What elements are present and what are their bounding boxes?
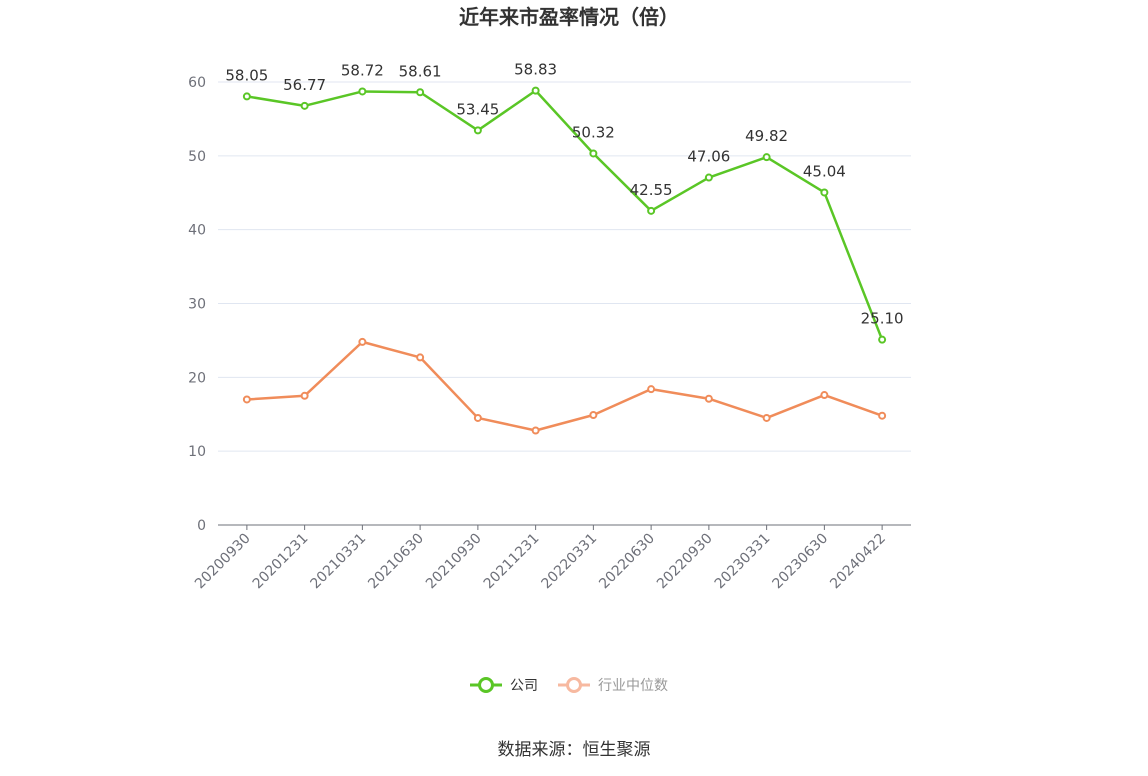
y-tick-label: 0 (197, 518, 206, 534)
y-tick-label: 60 (188, 75, 206, 91)
x-tick-label: 20230630 (769, 531, 831, 593)
data-label: 56.77 (283, 76, 326, 94)
data-point[interactable] (358, 87, 367, 96)
data-point[interactable] (473, 126, 482, 135)
data-label: 49.82 (745, 127, 788, 145)
legend-item-company[interactable]: 公司 (470, 677, 538, 694)
data-point[interactable] (300, 101, 309, 110)
data-labels: 58.05 56.77 58.72 58.61 53.45 58.83 50.32 42.55… (225, 61, 903, 328)
x-tick-label: 20211231 (481, 531, 543, 593)
x-tick-label: 20240422 (827, 531, 889, 593)
y-tick-label: 10 (188, 444, 206, 460)
y-axis: 0 10 20 30 40 50 60 (188, 75, 206, 534)
data-point[interactable] (531, 86, 540, 95)
data-label: 58.83 (514, 61, 557, 79)
x-tick-label: 20220930 (654, 531, 716, 593)
data-point[interactable] (647, 206, 656, 215)
legend-label-industry: 行业中位数 (598, 678, 668, 694)
data-point[interactable] (531, 426, 540, 435)
data-point[interactable] (416, 353, 425, 362)
data-label: 45.04 (803, 162, 846, 180)
data-label: 47.06 (687, 148, 730, 166)
x-tick-label: 20210930 (423, 531, 485, 593)
data-point[interactable] (762, 153, 771, 162)
data-label: 25.10 (861, 310, 904, 328)
data-point[interactable] (647, 385, 656, 394)
data-point[interactable] (242, 395, 251, 404)
data-label: 53.45 (456, 100, 499, 118)
data-point[interactable] (473, 413, 482, 422)
y-tick-label: 30 (188, 297, 206, 313)
data-point[interactable] (820, 188, 829, 197)
data-point[interactable] (878, 335, 887, 344)
series-line (246, 340, 883, 432)
data-point[interactable] (589, 149, 598, 158)
x-tick-label: 20220630 (596, 531, 658, 593)
data-point[interactable] (300, 391, 309, 400)
data-point[interactable] (762, 413, 771, 422)
data-label: 58.05 (225, 66, 268, 84)
x-tick-label: 20201231 (250, 531, 312, 593)
y-tick-label: 40 (188, 223, 206, 239)
x-tick-label: 20210331 (307, 531, 369, 593)
data-point[interactable] (242, 92, 251, 101)
x-tick-label: 20200930 (192, 531, 254, 593)
chart-title: 近年来市盈率情况（倍） (459, 5, 679, 29)
series-industry-median (242, 337, 887, 435)
y-tick-label: 50 (188, 149, 206, 165)
x-tick-label: 20230331 (712, 531, 774, 593)
x-tick-label: 20220331 (538, 531, 600, 593)
data-point[interactable] (358, 337, 367, 346)
data-label: 42.55 (630, 181, 673, 199)
legend-label-company: 公司 (510, 678, 538, 694)
data-point[interactable] (878, 411, 887, 420)
data-point[interactable] (589, 410, 598, 419)
grid-lines (218, 81, 911, 452)
data-label: 58.72 (341, 61, 384, 79)
data-label: 50.32 (572, 123, 615, 141)
data-point[interactable] (704, 394, 713, 403)
data-point[interactable] (820, 391, 829, 400)
legend-marker-company (478, 677, 494, 693)
y-tick-label: 20 (188, 370, 206, 386)
series-lines (242, 86, 887, 435)
legend-item-industry[interactable]: 行业中位数 (558, 677, 668, 694)
data-point[interactable] (704, 173, 713, 182)
series-company (242, 86, 887, 344)
series-line (246, 89, 884, 341)
x-tick-label: 20210630 (365, 531, 427, 593)
data-point[interactable] (416, 88, 425, 97)
data-label: 58.61 (399, 62, 442, 80)
data-source-note: 数据来源：恒生聚源 (498, 740, 651, 760)
legend[interactable]: 公司 行业中位数 (470, 677, 668, 694)
legend-marker-industry (566, 677, 582, 693)
x-axis: 2020093020201231202103312021063020210930… (192, 524, 911, 593)
